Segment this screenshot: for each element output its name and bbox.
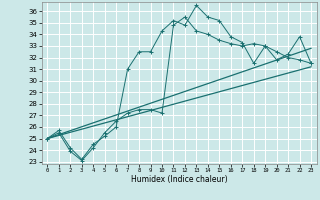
X-axis label: Humidex (Indice chaleur): Humidex (Indice chaleur): [131, 175, 228, 184]
